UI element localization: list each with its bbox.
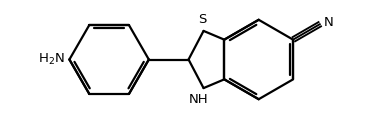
Text: S: S: [199, 13, 207, 26]
Text: N: N: [324, 17, 333, 30]
Text: NH: NH: [189, 93, 209, 106]
Text: H$_2$N: H$_2$N: [38, 52, 65, 67]
